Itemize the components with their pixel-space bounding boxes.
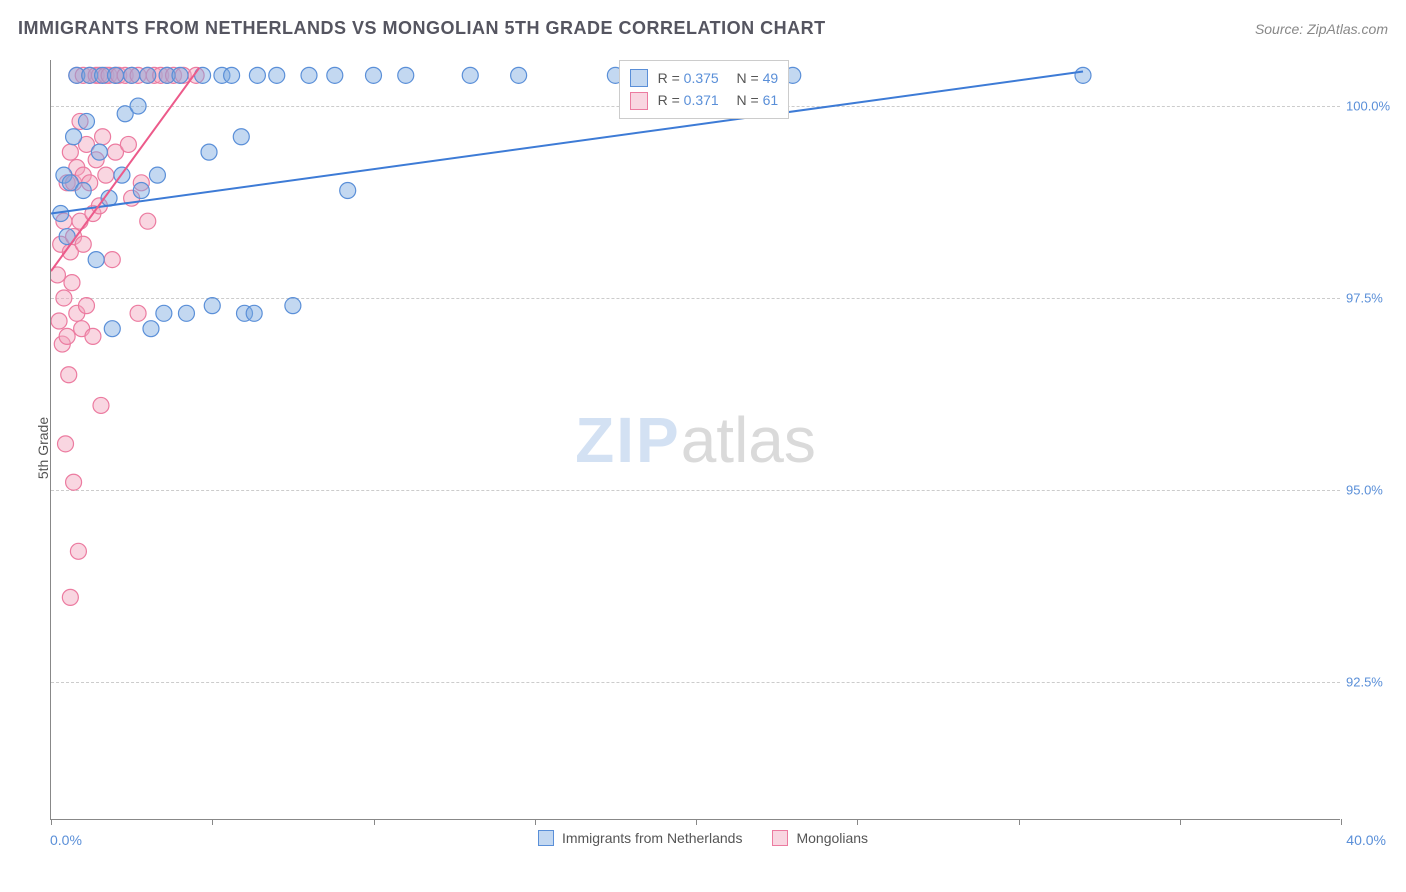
data-point-netherlands [462, 67, 478, 83]
data-point-mongolians [64, 275, 80, 291]
info-r-label: R = 0.375 [658, 67, 719, 89]
data-point-netherlands [140, 67, 156, 83]
legend-label-netherlands: Immigrants from Netherlands [562, 830, 743, 846]
info-row-netherlands: R = 0.375 N = 49 [630, 67, 779, 89]
data-point-netherlands [88, 252, 104, 268]
legend-item-netherlands: Immigrants from Netherlands [538, 830, 743, 846]
data-point-netherlands [104, 321, 120, 337]
data-point-mongolians [56, 290, 72, 306]
data-point-netherlands [1075, 67, 1091, 83]
scatter-svg [51, 60, 1341, 820]
data-point-netherlands [108, 67, 124, 83]
data-point-netherlands [91, 144, 107, 160]
data-point-netherlands [204, 298, 220, 314]
data-point-netherlands [143, 321, 159, 337]
data-point-mongolians [93, 397, 109, 413]
data-point-netherlands [301, 67, 317, 83]
y-tick-label: 92.5% [1346, 674, 1396, 689]
data-point-netherlands [366, 67, 382, 83]
info-n-label: N = 61 [729, 89, 778, 111]
data-point-mongolians [130, 305, 146, 321]
data-point-netherlands [178, 305, 194, 321]
data-point-mongolians [75, 236, 91, 252]
title-bar: IMMIGRANTS FROM NETHERLANDS VS MONGOLIAN… [18, 18, 1388, 39]
data-point-netherlands [75, 183, 91, 199]
data-point-netherlands [285, 298, 301, 314]
y-axis-title: 5th Grade [35, 417, 51, 479]
data-point-netherlands [149, 167, 165, 183]
data-point-mongolians [62, 589, 78, 605]
info-row-mongolians: R = 0.371 N = 61 [630, 89, 779, 111]
data-point-netherlands [246, 305, 262, 321]
data-point-netherlands [172, 67, 188, 83]
legend-item-mongolians: Mongolians [772, 830, 868, 846]
y-tick-label: 97.5% [1346, 290, 1396, 305]
x-tick [1341, 819, 1342, 825]
info-r-label: R = 0.371 [658, 89, 719, 111]
data-point-netherlands [156, 305, 172, 321]
data-point-mongolians [58, 436, 74, 452]
data-point-mongolians [62, 144, 78, 160]
data-point-mongolians [120, 136, 136, 152]
data-point-netherlands [511, 67, 527, 83]
data-point-netherlands [224, 67, 240, 83]
data-point-mongolians [66, 474, 82, 490]
chart-title: IMMIGRANTS FROM NETHERLANDS VS MONGOLIAN… [18, 18, 826, 39]
info-swatch-netherlands [630, 69, 648, 87]
data-point-netherlands [249, 67, 265, 83]
y-tick-label: 95.0% [1346, 482, 1396, 497]
data-point-mongolians [61, 367, 77, 383]
data-point-netherlands [130, 98, 146, 114]
data-point-mongolians [104, 252, 120, 268]
bottom-legend: Immigrants from Netherlands Mongolians [0, 830, 1406, 846]
y-tick-label: 100.0% [1346, 99, 1396, 114]
legend-swatch-mongolians [772, 830, 788, 846]
legend-swatch-netherlands [538, 830, 554, 846]
data-point-netherlands [398, 67, 414, 83]
data-point-netherlands [233, 129, 249, 145]
data-point-mongolians [95, 129, 111, 145]
data-point-mongolians [59, 328, 75, 344]
info-n-label: N = 49 [729, 67, 778, 89]
legend-label-mongolians: Mongolians [796, 830, 868, 846]
data-point-netherlands [201, 144, 217, 160]
data-point-netherlands [66, 129, 82, 145]
data-point-netherlands [124, 67, 140, 83]
data-point-mongolians [98, 167, 114, 183]
data-point-mongolians [78, 298, 94, 314]
data-point-netherlands [327, 67, 343, 83]
data-point-netherlands [133, 183, 149, 199]
data-point-mongolians [140, 213, 156, 229]
data-point-mongolians [70, 543, 86, 559]
info-swatch-mongolians [630, 92, 648, 110]
plot-area: ZIPatlas 100.0%97.5%95.0%92.5%R = 0.375 … [50, 60, 1340, 820]
data-point-mongolians [85, 328, 101, 344]
data-point-netherlands [78, 113, 94, 129]
data-point-netherlands [340, 183, 356, 199]
data-point-netherlands [269, 67, 285, 83]
correlation-info-box: R = 0.375 N = 49R = 0.371 N = 61 [619, 60, 790, 119]
data-point-mongolians [51, 313, 67, 329]
source-label: Source: ZipAtlas.com [1255, 21, 1388, 37]
trend-line-netherlands [51, 72, 1083, 214]
